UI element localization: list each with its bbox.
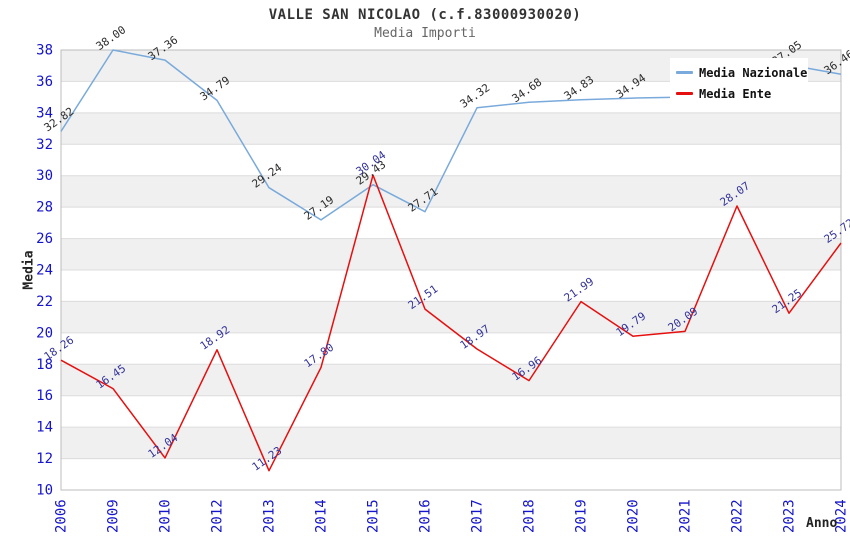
plot-band — [61, 175, 841, 208]
legend-item-media-nazionale: Media Nazionale — [676, 62, 808, 83]
chart-title: VALLE SAN NICOLAO (c.f.83000930020) — [268, 7, 582, 23]
x-tick-label: 2012 — [210, 499, 226, 533]
legend-item-media-ente: Media Ente — [676, 83, 808, 104]
legend-label: Media Ente — [699, 86, 772, 101]
plot-band — [61, 332, 841, 365]
y-tick-label: 28 — [36, 200, 53, 216]
legend-swatch-icon — [676, 71, 693, 74]
y-tick-label: 24 — [36, 263, 53, 279]
plot-band — [61, 112, 841, 145]
y-tick-label: 30 — [36, 168, 53, 184]
x-axis-title: Anno — [806, 516, 838, 531]
plot-band — [61, 364, 841, 396]
y-tick-label: 32 — [36, 137, 53, 153]
x-tick-label: 2023 — [782, 499, 798, 533]
legend-swatch-icon — [676, 92, 693, 95]
plot-band — [61, 458, 841, 490]
chart-subtitle: Media Importi — [374, 26, 476, 41]
x-tick-label: 2021 — [678, 499, 694, 533]
x-tick-label: 2009 — [106, 499, 122, 533]
x-tick-label: 2013 — [262, 499, 278, 533]
x-tick-label: 2018 — [522, 499, 538, 533]
x-tick-label: 2014 — [314, 499, 330, 533]
legend-label: Media Nazionale — [699, 65, 808, 80]
data-label: 38.00 — [94, 23, 129, 53]
y-tick-label: 12 — [36, 451, 53, 467]
y-tick-label: 22 — [36, 294, 53, 310]
x-tick-label: 2016 — [418, 499, 434, 533]
plot-band — [61, 238, 841, 270]
y-tick-label: 26 — [36, 231, 53, 247]
x-tick-label: 2024 — [834, 499, 850, 533]
x-tick-label: 2015 — [366, 499, 382, 533]
legend: Media Nazionale Media Ente — [670, 58, 808, 106]
plot-band — [61, 270, 841, 302]
plot-band — [61, 301, 841, 333]
y-tick-label: 34 — [36, 105, 53, 121]
y-tick-label: 16 — [36, 388, 53, 404]
series-line-media-ente — [60, 174, 842, 472]
plot-band — [61, 427, 841, 459]
x-tick-label: 2022 — [730, 499, 746, 533]
y-tick-label: 36 — [36, 74, 53, 90]
x-tick-label: 2006 — [54, 499, 70, 533]
plot-border — [60, 49, 842, 491]
plot-band — [61, 207, 841, 239]
y-tick-label: 38 — [36, 43, 53, 59]
x-tick-label: 2010 — [158, 499, 174, 533]
x-tick-label: 2019 — [574, 499, 590, 533]
y-tick-label: 14 — [36, 420, 53, 436]
plot-band — [61, 395, 841, 428]
y-tick-label: 18 — [36, 357, 53, 373]
x-tick-label: 2020 — [626, 499, 642, 533]
y-tick-label: 20 — [36, 325, 53, 341]
y-tick-label: 10 — [36, 483, 53, 499]
x-tick-label: 2017 — [470, 499, 486, 533]
